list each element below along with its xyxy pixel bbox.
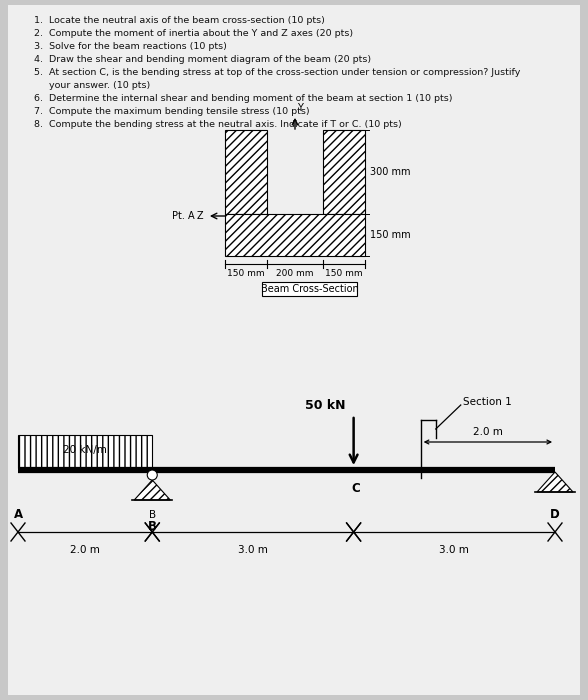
Text: 150 mm: 150 mm (227, 269, 265, 278)
Polygon shape (134, 480, 171, 500)
Text: 200 mm: 200 mm (276, 269, 314, 278)
Text: 7.  Compute the maximum bending tensile stress (10 pts): 7. Compute the maximum bending tensile s… (34, 107, 310, 116)
Text: D: D (551, 510, 559, 520)
Text: Z: Z (196, 211, 203, 221)
Text: 3.  Solve for the beam reactions (10 pts): 3. Solve for the beam reactions (10 pts) (34, 42, 227, 51)
Text: 2.0 m: 2.0 m (70, 545, 100, 555)
Text: A: A (15, 508, 24, 521)
Text: Y: Y (297, 103, 303, 113)
Text: 3.0 m: 3.0 m (439, 545, 469, 555)
Text: 50 kN: 50 kN (305, 399, 346, 412)
Text: 4.  Draw the shear and bending moment diagram of the beam (20 pts): 4. Draw the shear and bending moment dia… (34, 55, 371, 64)
Text: C: C (351, 482, 360, 495)
Text: 150 mm: 150 mm (370, 230, 410, 240)
Bar (18, 435, 152, 468)
Bar (262, 282, 357, 296)
Circle shape (147, 470, 157, 480)
Text: 300 mm: 300 mm (370, 167, 410, 177)
Text: Section 1: Section 1 (463, 397, 512, 407)
Polygon shape (537, 472, 573, 492)
Text: your answer. (10 pts): your answer. (10 pts) (34, 81, 151, 90)
Text: Beam Cross-Section: Beam Cross-Section (260, 284, 358, 294)
Text: 1.  Locate the neutral axis of the beam cross-section (10 pts): 1. Locate the neutral axis of the beam c… (34, 16, 325, 25)
Text: D: D (550, 508, 560, 521)
Text: 2.  Compute the moment of inertia about the Y and Z axes (20 pts): 2. Compute the moment of inertia about t… (34, 29, 353, 38)
Text: B: B (149, 510, 156, 520)
Text: 6.  Determine the internal shear and bending moment of the beam at section 1 (10: 6. Determine the internal shear and bend… (34, 94, 453, 103)
Bar (323, 130, 365, 214)
Bar (225, 214, 365, 256)
Text: 2.0 m: 2.0 m (473, 427, 503, 437)
Text: 150 mm: 150 mm (325, 269, 363, 278)
Text: B: B (148, 520, 157, 533)
Text: Pt. A: Pt. A (172, 211, 195, 221)
Text: 3.0 m: 3.0 m (238, 545, 268, 555)
Bar (225, 130, 267, 214)
Text: 20 kN/m: 20 kN/m (63, 444, 107, 454)
Text: 8.  Compute the bending stress at the neutral axis. Indicate if T or C. (10 pts): 8. Compute the bending stress at the neu… (34, 120, 402, 129)
Text: 5.  At section C, is the bending stress at top of the cross-section under tensio: 5. At section C, is the bending stress a… (34, 68, 520, 77)
